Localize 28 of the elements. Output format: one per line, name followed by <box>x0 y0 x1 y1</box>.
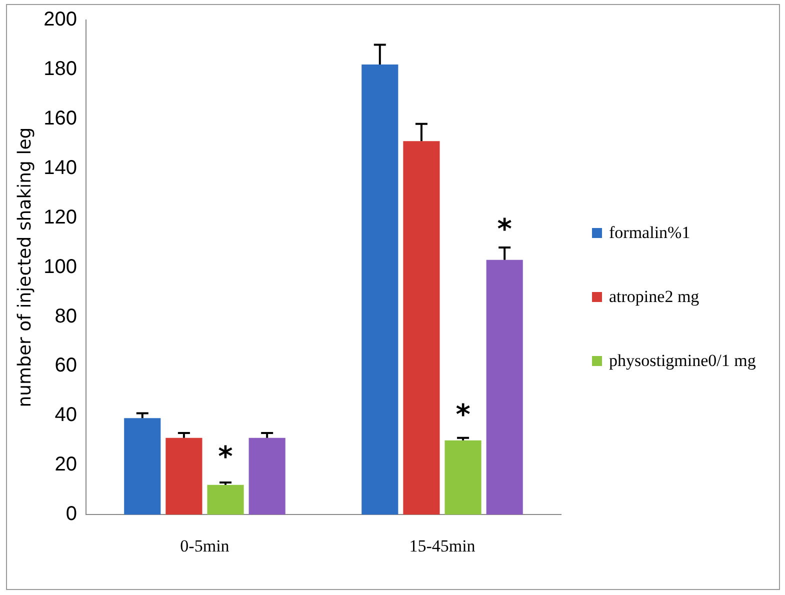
y-tick-label: 60 <box>54 354 77 377</box>
bar <box>444 440 482 515</box>
y-tick-label: 160 <box>44 107 77 130</box>
x-tick-label: 15-45min <box>409 536 476 556</box>
y-tick-label: 120 <box>44 206 77 228</box>
legend-label: atropine2 mg <box>609 287 700 307</box>
bar <box>248 438 286 515</box>
legend-label: formalin%1 <box>609 223 690 243</box>
y-tick-label: 100 <box>44 256 77 278</box>
legend-label: physostigmine0/1 mg <box>609 351 756 371</box>
y-axis-title: number of injected shaking leg <box>14 127 36 408</box>
annotation: * <box>456 398 471 432</box>
bar <box>362 64 398 515</box>
y-tick-label: 0 <box>66 503 77 526</box>
annotation: * <box>218 440 234 474</box>
bar <box>166 438 202 515</box>
y-tick-label: 80 <box>54 305 77 328</box>
y-tick-label: 40 <box>54 404 77 426</box>
y-tick-label: 180 <box>44 58 77 80</box>
x-tick-label: 0-5min <box>180 536 230 556</box>
bar <box>124 418 161 515</box>
annotation: * <box>497 212 512 246</box>
y-tick-label: 140 <box>44 156 77 179</box>
bar <box>207 484 244 515</box>
y-tick-label: 20 <box>54 454 77 476</box>
y-tick-label: 200 <box>44 8 77 31</box>
bar <box>403 141 440 515</box>
bar <box>486 260 523 515</box>
